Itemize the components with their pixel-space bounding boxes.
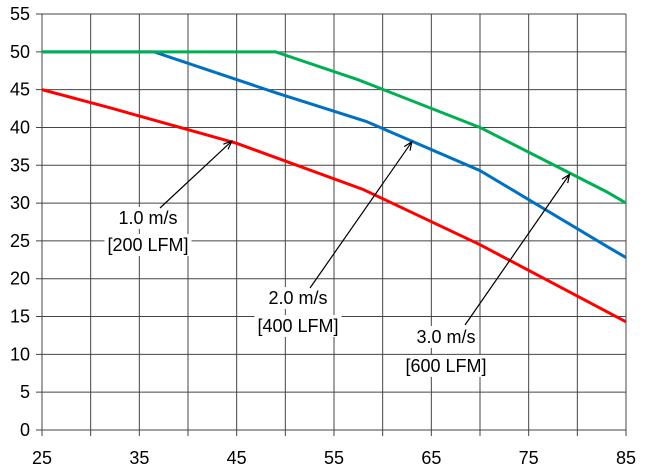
y-axis-ticks: 0 5 10 15 20 25 30 35 40 45 50 55 (10, 4, 30, 440)
x-tick-label: 75 (519, 448, 539, 468)
arrowhead-icon (403, 140, 413, 151)
annotations: 1.0 m/s [200 LFM] 2.0 m/s [400 LFM] 3.0 m/s [… (104, 140, 571, 377)
annotation-background (265, 287, 331, 309)
x-tick-label: 55 (324, 448, 344, 468)
annotation-background (402, 355, 490, 377)
annotation-arrow-2 (309, 141, 413, 289)
y-tick-label: 55 (10, 4, 30, 24)
annotation-background (413, 326, 479, 348)
annotation-1-line1: 1.0 m/s (118, 208, 177, 228)
series-line-1 (41, 88, 627, 324)
annotation-background (104, 234, 192, 256)
y-tick-label: 35 (10, 155, 30, 175)
series-lines (41, 50, 627, 324)
series-line-3 (42, 50, 627, 205)
annotation-2-line2: [400 LFM] (257, 316, 338, 336)
annotation-arrow-3 (464, 174, 571, 326)
arrowhead-icon (561, 173, 571, 184)
x-tick-label: 25 (32, 448, 52, 468)
annotation-3-line2: [600 LFM] (405, 356, 486, 376)
x-tick-label: 35 (129, 448, 149, 468)
y-tick-label: 45 (10, 80, 30, 100)
y-tick-label: 25 (10, 231, 30, 251)
annotation-3-line1: 3.0 m/s (416, 327, 475, 347)
x-tick-label: 65 (421, 448, 441, 468)
x-tick-label: 45 (227, 448, 247, 468)
annotation-1-line2: [200 LFM] (107, 235, 188, 255)
annotation-background (254, 315, 342, 337)
x-axis-ticks: 25 35 45 55 65 75 85 (32, 448, 636, 468)
y-tick-label: 15 (10, 307, 30, 327)
y-tick-label: 0 (20, 420, 30, 440)
annotation-arrow-1 (159, 140, 233, 209)
arrowhead-icon (223, 140, 233, 150)
y-tick-label: 20 (10, 269, 30, 289)
annotation-background (115, 207, 181, 229)
y-tick-label: 50 (10, 42, 30, 62)
y-tick-label: 10 (10, 344, 30, 364)
annotation-2-line1: 2.0 m/s (268, 288, 327, 308)
grid (36, 13, 627, 436)
y-tick-label: 40 (10, 117, 30, 137)
x-tick-label: 85 (616, 448, 636, 468)
y-tick-label: 5 (20, 382, 30, 402)
y-tick-label: 30 (10, 193, 30, 213)
